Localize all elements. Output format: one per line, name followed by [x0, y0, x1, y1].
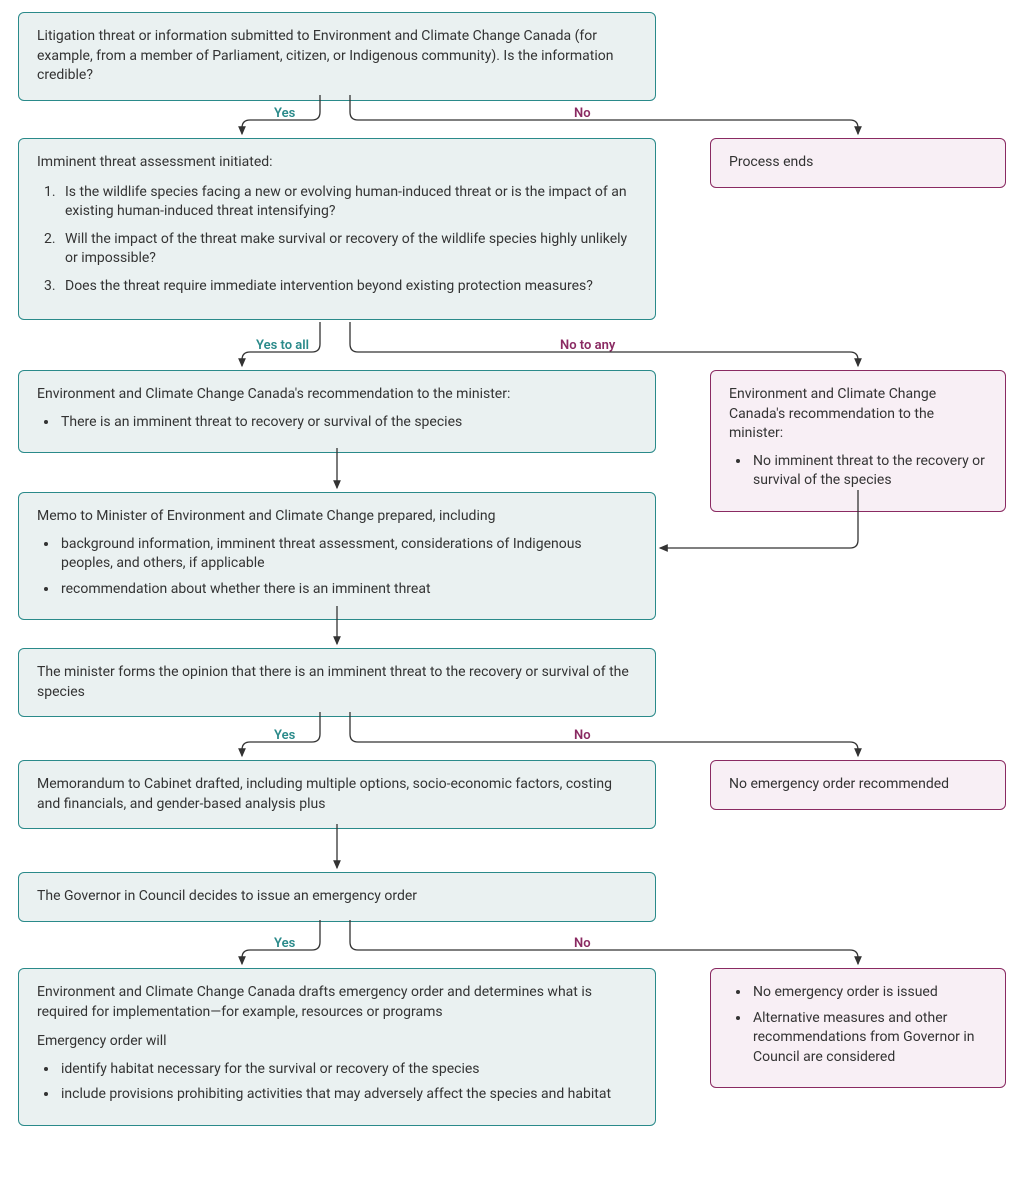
label-yes-2: Yes to all — [256, 337, 309, 355]
lead: Imminent threat assessment initiated: — [37, 153, 637, 173]
lead: Environment and Climate Change Canada's … — [729, 385, 987, 444]
node-no-eo-rec: No emergency order recommended — [710, 760, 1006, 810]
bullet: No imminent threat to the recovery or su… — [751, 452, 987, 491]
list: identify habitat necessary for the survi… — [59, 1060, 637, 1105]
text: The minister forms the opinion that ther… — [37, 663, 637, 702]
list: No imminent threat to the recovery or su… — [751, 452, 987, 491]
text: Memorandum to Cabinet drafted, including… — [37, 775, 637, 814]
label-no-2: No to any — [560, 337, 615, 355]
item1: Is the wildlife species facing a new or … — [59, 183, 637, 222]
node-minister-opinion: The minister forms the opinion that ther… — [18, 648, 656, 717]
lead: Environment and Climate Change Canada dr… — [37, 983, 637, 1022]
node-rec-no-imminent: Environment and Climate Change Canada's … — [710, 370, 1006, 512]
b1: No emergency order is issued — [751, 983, 987, 1003]
b1: background information, imminent threat … — [59, 535, 637, 574]
item3: Does the threat require immediate interv… — [59, 277, 637, 297]
list: Is the wildlife species facing a new or … — [59, 183, 637, 297]
b2: Alternative measures and other recommend… — [751, 1009, 987, 1068]
text: The Governor in Council decides to issue… — [37, 887, 637, 907]
b2: include provisions prohibiting activitie… — [59, 1085, 637, 1105]
node-process-ends: Process ends — [710, 138, 1006, 188]
item2: Will the impact of the threat make survi… — [59, 230, 637, 269]
label-yes-4: Yes — [274, 935, 295, 953]
list: No emergency order is issued Alternative… — [751, 983, 987, 1067]
label-no-4: No — [574, 935, 591, 953]
node-assessment: Imminent threat assessment initiated: Is… — [18, 138, 656, 320]
text: No emergency order recommended — [729, 775, 987, 795]
lead: Memo to Minister of Environment and Clim… — [37, 507, 637, 527]
sub: Emergency order will — [37, 1032, 637, 1052]
list: There is an imminent threat to recovery … — [59, 413, 637, 433]
node-cabinet-memo: Memorandum to Cabinet drafted, including… — [18, 760, 656, 829]
label-yes-1: Yes — [274, 105, 295, 123]
b1: identify habitat necessary for the survi… — [59, 1060, 637, 1080]
node-no-eo-issued: No emergency order is issued Alternative… — [710, 968, 1006, 1088]
node-memo: Memo to Minister of Environment and Clim… — [18, 492, 656, 620]
label-no-1: No — [574, 105, 591, 123]
text: Process ends — [729, 153, 987, 173]
text: Litigation threat or information submitt… — [37, 27, 637, 86]
list: background information, imminent threat … — [59, 535, 637, 600]
lead: Environment and Climate Change Canada's … — [37, 385, 637, 405]
node-gic-decides: The Governor in Council decides to issue… — [18, 872, 656, 922]
label-yes-3: Yes — [274, 727, 295, 745]
node-credible-info: Litigation threat or information submitt… — [18, 12, 656, 101]
node-rec-imminent: Environment and Climate Change Canada's … — [18, 370, 656, 453]
label-no-3: No — [574, 727, 591, 745]
bullet: There is an imminent threat to recovery … — [59, 413, 637, 433]
b2: recommendation about whether there is an… — [59, 580, 637, 600]
node-draft-order: Environment and Climate Change Canada dr… — [18, 968, 656, 1126]
